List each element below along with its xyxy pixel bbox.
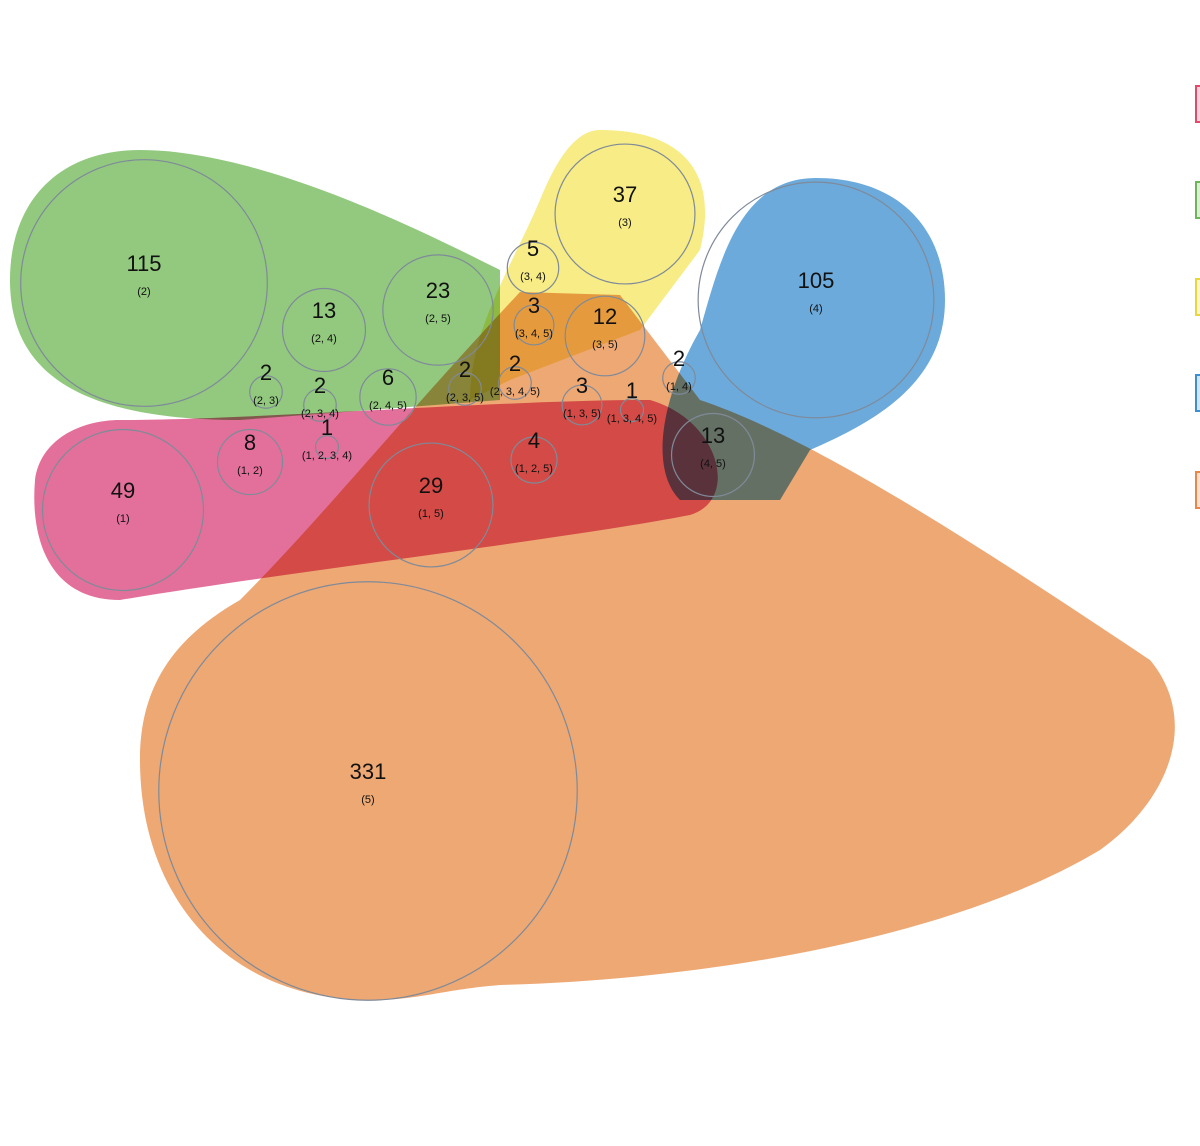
region-circle	[554, 143, 696, 285]
region-circle	[662, 361, 696, 395]
region-count: 5	[527, 236, 539, 261]
region-sets: (5)	[361, 794, 374, 806]
region-sets: (1, 2, 3, 4)	[302, 450, 352, 462]
region-sets: (2)	[137, 286, 150, 298]
region-sets: (4, 5)	[700, 458, 726, 470]
region-count: 12	[593, 304, 617, 329]
region-count: 2	[509, 351, 521, 376]
region-count: 2	[673, 346, 685, 371]
legend	[1195, 85, 1200, 509]
region-count: 2	[260, 360, 272, 385]
region-sets: (2, 4)	[311, 333, 337, 345]
region-sets: (1, 4)	[666, 381, 692, 393]
region-sets: (2, 3, 4, 5)	[490, 386, 540, 398]
region-circle	[448, 372, 482, 406]
set-hulls	[10, 130, 1175, 1000]
region-circle	[619, 397, 645, 423]
legend-swatch	[1195, 181, 1200, 219]
region-count: 2	[459, 357, 471, 382]
region-sets: (1, 2, 5)	[515, 463, 553, 475]
region-count: 115	[126, 251, 161, 276]
region-sets: (1, 3, 4, 5)	[607, 413, 657, 425]
region-sets: (1, 5)	[418, 508, 444, 520]
set-hull	[10, 150, 500, 420]
region-circle	[697, 181, 935, 419]
region-sets: (1, 2)	[237, 465, 263, 477]
region-circle	[510, 436, 558, 484]
legend-swatch	[1195, 85, 1200, 123]
region-sets: (3, 5)	[592, 339, 618, 351]
region-circle	[561, 384, 603, 426]
set-hull	[662, 178, 945, 500]
region-circle	[368, 442, 494, 568]
region-count: 29	[419, 473, 443, 498]
region-count: 49	[111, 478, 135, 503]
region-circle	[506, 241, 560, 295]
region-circle	[20, 159, 268, 407]
region-circle	[216, 428, 284, 496]
region-count: 23	[426, 278, 450, 303]
region-count: 2	[314, 373, 326, 398]
region-count: 13	[312, 298, 336, 323]
region-sets: (3, 4, 5)	[515, 328, 553, 340]
region-circle	[359, 368, 417, 426]
region-sets: (2, 3, 4)	[301, 408, 339, 420]
region-sets: (1)	[116, 513, 129, 525]
region-sets: (3)	[618, 217, 631, 229]
region-circle	[498, 366, 532, 400]
region-sets: (2, 5)	[425, 313, 451, 325]
region-circle	[564, 295, 646, 377]
region-count: 1	[626, 378, 638, 403]
region-circle	[314, 434, 340, 460]
legend-swatch	[1195, 278, 1200, 316]
region-count: 13	[701, 423, 725, 448]
region-count: 4	[528, 428, 540, 453]
region-count: 3	[576, 373, 588, 398]
region-sets: (2, 3)	[253, 395, 279, 407]
region-count: 8	[244, 430, 256, 455]
region-count: 331	[350, 759, 387, 784]
region-circle	[281, 287, 367, 373]
region-circle	[158, 581, 578, 1001]
region-circle	[670, 412, 756, 498]
region-count: 37	[613, 182, 637, 207]
region-count: 6	[382, 365, 394, 390]
region-count: 3	[528, 293, 540, 318]
legend-swatch	[1195, 374, 1200, 412]
region-circle	[41, 428, 205, 592]
region-circle	[249, 375, 283, 409]
region-sets: (1, 3, 5)	[563, 408, 601, 420]
region-circle	[513, 304, 555, 346]
region-circle	[382, 254, 494, 366]
region-count: 105	[798, 268, 835, 293]
region-sets: (4)	[809, 303, 822, 315]
region-circle	[303, 388, 337, 422]
region-count: 1	[321, 415, 333, 440]
set-hull	[470, 130, 706, 400]
region-sets: (2, 4, 5)	[369, 400, 407, 412]
region-sets: (2, 3, 5)	[446, 392, 484, 404]
legend-swatch	[1195, 471, 1200, 509]
region-sets: (3, 4)	[520, 271, 546, 283]
set-hull	[34, 400, 718, 600]
